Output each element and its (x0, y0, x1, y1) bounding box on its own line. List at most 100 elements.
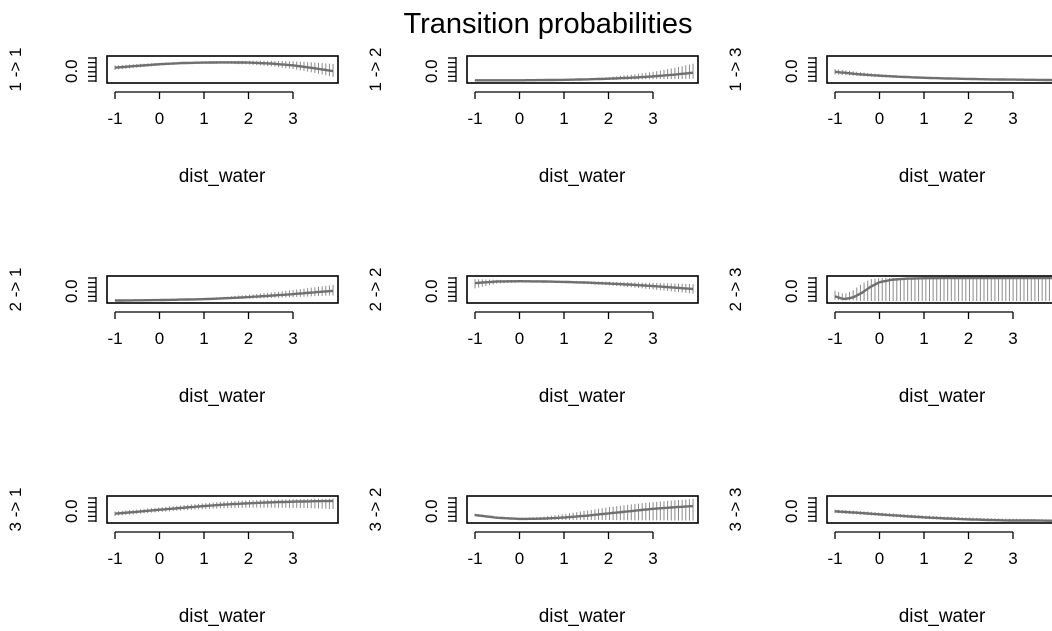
plot-frame (106, 55, 339, 84)
y-tick-label: 0.0 (62, 59, 81, 83)
x-tick-label: 2 (604, 109, 613, 128)
plot-frame (106, 275, 339, 304)
x-axis: -1 0 1 2 3 dist_water (467, 311, 658, 407)
x-tick-label: 2 (964, 109, 973, 128)
x-axis-label: dist_water (539, 386, 626, 407)
x-tick-label: 1 (919, 329, 928, 348)
x-tick-label: 3 (288, 549, 297, 568)
x-tick-label: 0 (875, 329, 884, 348)
plot-frame (466, 495, 699, 524)
plot-frame (466, 55, 699, 84)
figure-title: Transition probabilities (403, 8, 692, 40)
y-axis: 0.0 3 -> 3 (726, 488, 817, 532)
x-tick-label: 0 (155, 329, 164, 348)
x-tick-label: -1 (107, 329, 122, 348)
x-axis: -1 0 1 2 3 dist_water (107, 531, 298, 627)
y-axis: 0.0 1 -> 2 (366, 48, 457, 91)
x-axis: -1 0 1 2 3 dist_water (467, 531, 658, 627)
mean-line (834, 70, 1052, 82)
mean-line (474, 504, 694, 521)
x-tick-label: 0 (875, 109, 884, 128)
y-tick-label: 0.0 (782, 279, 801, 303)
x-tick-label: 2 (244, 109, 253, 128)
plot-frame (106, 495, 339, 524)
y-axis: 0.0 2 -> 2 (366, 268, 457, 312)
mean-line (834, 276, 1052, 301)
x-axis-label: dist_water (179, 606, 266, 627)
panel-1-to-1: 0.0 1 -> 1 -1 0 1 2 3 dist_water (6, 48, 339, 187)
x-axis: -1 0 1 2 3 dist_water (467, 91, 658, 187)
y-tick-label: 0.0 (782, 59, 801, 83)
x-tick-label: 3 (288, 329, 297, 348)
y-axis-label: 3 -> 2 (366, 488, 385, 532)
y-axis-label: 2 -> 1 (6, 268, 25, 312)
x-axis: -1 0 1 2 3 dist_water (107, 91, 298, 187)
x-axis: -1 0 1 2 3 dist_water (827, 91, 1018, 187)
x-tick-label: -1 (827, 109, 842, 128)
panel-3-to-2: 0.0 3 -> 2 -1 0 1 2 3 dist_water (366, 488, 699, 627)
x-tick-label: 2 (604, 549, 613, 568)
x-axis-label: dist_water (899, 166, 986, 187)
panel-2-to-3: 0.0 2 -> 3 -1 0 1 2 3 dist_water (726, 268, 1052, 407)
x-axis-label: dist_water (899, 606, 986, 627)
x-tick-label: 2 (244, 329, 253, 348)
x-axis: -1 0 1 2 3 dist_water (107, 311, 298, 407)
x-tick-label: 3 (648, 109, 657, 128)
panel-2-to-1: 0.0 2 -> 1 -1 0 1 2 3 dist_water (6, 268, 339, 407)
x-tick-label: 2 (964, 549, 973, 568)
y-axis-label: 2 -> 3 (726, 268, 745, 312)
x-tick-label: 2 (244, 549, 253, 568)
x-axis-label: dist_water (539, 166, 626, 187)
panel-2-to-2: 0.0 2 -> 2 -1 0 1 2 3 dist_water (366, 268, 699, 407)
x-tick-label: -1 (107, 109, 122, 128)
x-tick-label: 0 (875, 549, 884, 568)
x-tick-label: 1 (199, 549, 208, 568)
y-axis: 0.0 1 -> 3 (726, 48, 817, 91)
plot-frame (826, 275, 1052, 304)
mean-line (475, 71, 694, 82)
x-axis: -1 0 1 2 3 dist_water (827, 531, 1018, 627)
x-tick-label: -1 (107, 549, 122, 568)
x-tick-label: 3 (1008, 329, 1017, 348)
x-tick-label: 2 (964, 329, 973, 348)
y-axis: 0.0 1 -> 1 (6, 48, 97, 92)
x-tick-label: 0 (515, 329, 524, 348)
x-axis-label: dist_water (179, 386, 266, 407)
mean-line (834, 510, 1052, 522)
x-tick-label: 3 (648, 329, 657, 348)
x-tick-label: 0 (515, 549, 524, 568)
plot-frame (826, 495, 1052, 524)
y-axis-label: 3 -> 1 (6, 488, 25, 532)
mean-line (474, 280, 694, 291)
x-tick-label: 1 (919, 109, 928, 128)
x-tick-label: 1 (559, 549, 568, 568)
x-axis-label: dist_water (899, 386, 986, 407)
x-tick-label: 3 (1008, 109, 1017, 128)
x-axis-label: dist_water (539, 606, 626, 627)
x-tick-label: 2 (604, 329, 613, 348)
mean-line (115, 289, 334, 302)
y-axis: 0.0 3 -> 2 (366, 488, 457, 532)
y-axis-label: 3 -> 3 (726, 488, 745, 532)
x-tick-label: 1 (199, 329, 208, 348)
plot-frame (826, 55, 1052, 84)
y-axis-label: 2 -> 2 (366, 268, 385, 312)
x-tick-label: 1 (559, 109, 568, 128)
y-axis: 0.0 3 -> 1 (6, 488, 97, 532)
panel-3-to-1: 0.0 3 -> 1 -1 0 1 2 3 dist_water (6, 488, 339, 627)
x-tick-label: -1 (467, 329, 482, 348)
y-tick-label: 0.0 (422, 59, 441, 83)
panel-3-to-3: 0.0 3 -> 3 -1 0 1 2 3 dist_water (726, 488, 1052, 627)
x-tick-label: -1 (467, 109, 482, 128)
x-tick-label: 0 (155, 549, 164, 568)
y-axis-label: 1 -> 1 (6, 48, 25, 92)
mean-line (114, 61, 334, 73)
x-tick-label: -1 (827, 329, 842, 348)
x-tick-label: -1 (827, 549, 842, 568)
x-tick-label: 0 (155, 109, 164, 128)
y-tick-label: 0.0 (62, 499, 81, 523)
x-tick-label: 3 (288, 109, 297, 128)
x-tick-label: 1 (199, 109, 208, 128)
y-tick-label: 0.0 (62, 279, 81, 303)
